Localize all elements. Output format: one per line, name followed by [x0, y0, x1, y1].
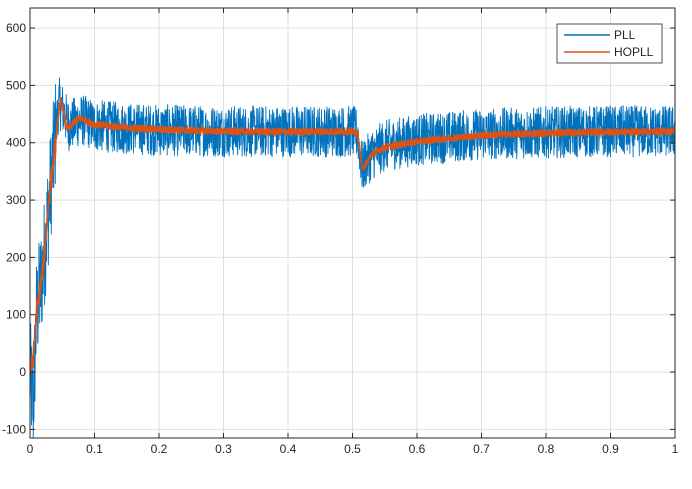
x-tick-label: 0.3	[215, 442, 232, 456]
y-tick-label: 500	[6, 78, 26, 92]
y-tick-label: 400	[6, 136, 26, 150]
legend: PLL HOPLL	[556, 23, 663, 64]
x-tick-label: 0.1	[86, 442, 103, 456]
series-layer	[30, 77, 675, 438]
x-tick-label: 0.8	[538, 442, 555, 456]
x-tick-label: 0.2	[151, 442, 168, 456]
legend-box	[556, 23, 663, 64]
x-tick-label: 0.5	[344, 442, 361, 456]
x-tick-label: 0	[27, 442, 34, 456]
y-tick-label: 300	[6, 193, 26, 207]
legend-label-pll: PLL	[614, 28, 636, 42]
series-line-hopll	[30, 98, 675, 377]
y-tick-label: 0	[19, 365, 26, 379]
x-tick-label: 0.9	[602, 442, 619, 456]
ticks: 0 0.1 0.2 0.3 0.4 0.5 0.6 0.7 0.8 0.9 1-1000100200…	[2, 8, 679, 456]
x-tick-label: 0.7	[473, 442, 490, 456]
legend-label-hopll: HOPLL	[614, 45, 654, 59]
y-tick-label: 600	[6, 21, 26, 35]
y-tick-label: 200	[6, 250, 26, 264]
y-tick-label: 100	[6, 308, 26, 322]
x-tick-label: 1	[672, 442, 679, 456]
y-tick-label: -100	[2, 422, 26, 436]
x-tick-label: 0.4	[280, 442, 297, 456]
x-tick-label: 0.6	[409, 442, 426, 456]
